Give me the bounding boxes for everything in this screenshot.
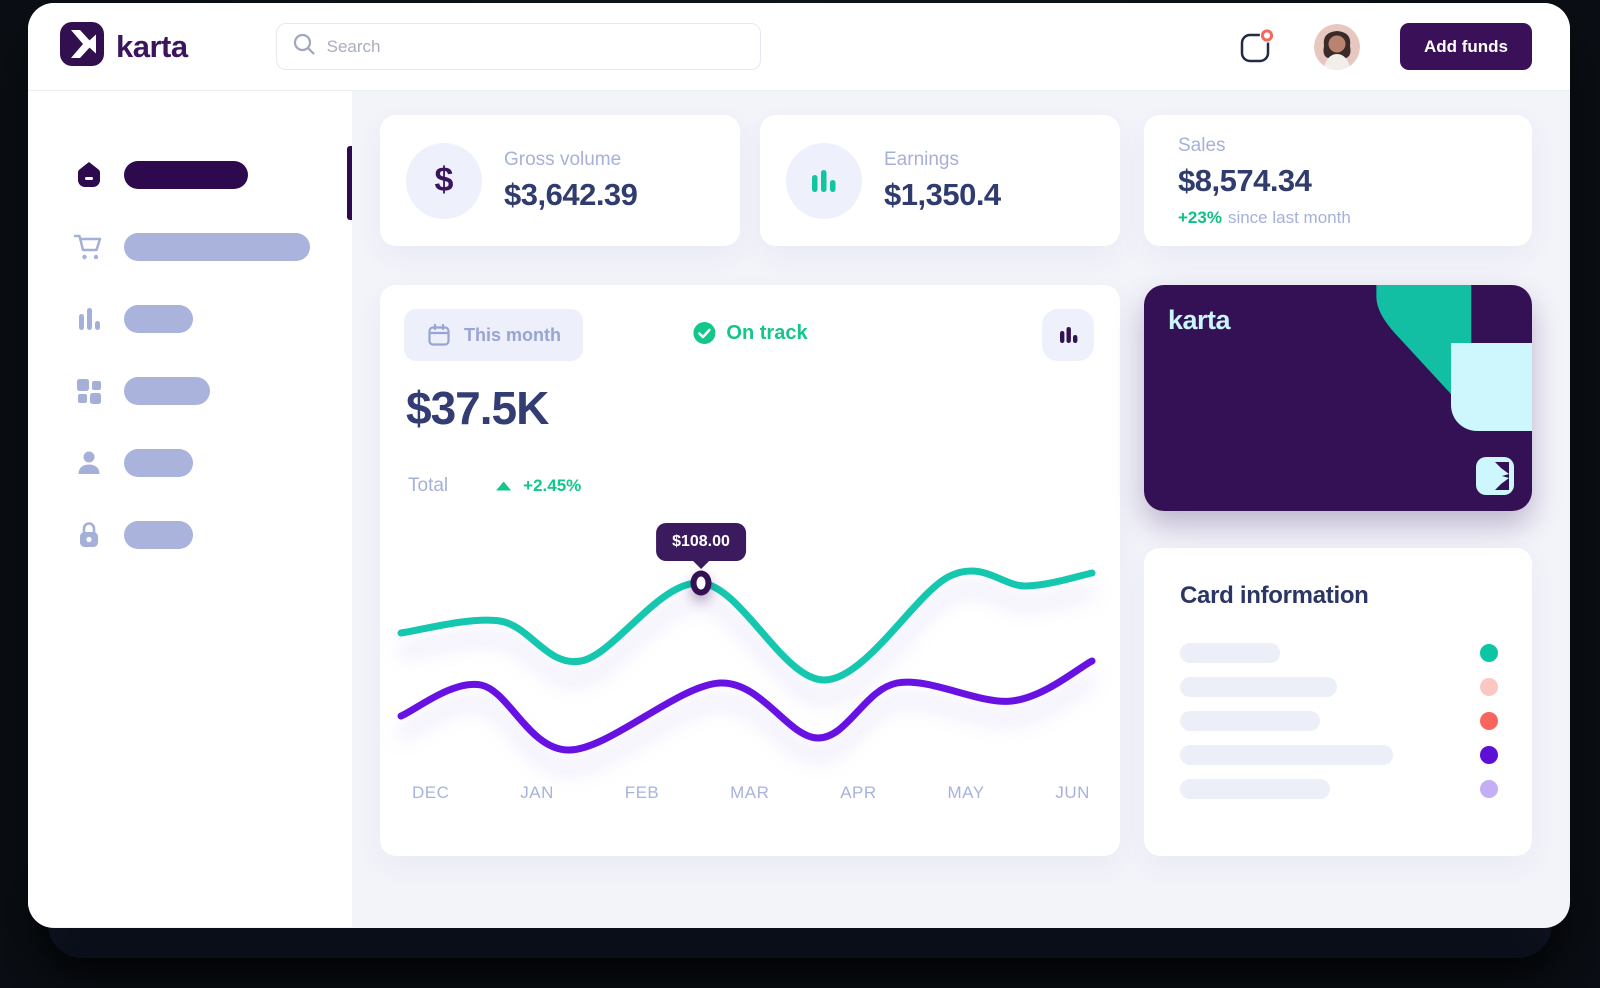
x-axis-label: APR xyxy=(840,783,877,802)
card-info-row xyxy=(1180,670,1498,704)
period-label: This month xyxy=(464,324,561,345)
period-selector[interactable]: This month xyxy=(404,309,583,361)
card-info-row xyxy=(1180,636,1498,670)
x-axis-label: MAY xyxy=(947,783,985,802)
sidebar-item-customers[interactable] xyxy=(72,427,352,499)
x-axis-label: JUN xyxy=(1055,783,1090,802)
sidebar-item-analytics[interactable] xyxy=(72,283,352,355)
top-bar: karta xyxy=(28,3,1570,91)
bar-chart-icon xyxy=(786,142,862,219)
stat-label: Sales xyxy=(1178,135,1226,156)
info-skeleton-bar xyxy=(1180,677,1337,697)
nav-label-skeleton xyxy=(124,449,193,477)
chart-tooltip: $108.00 xyxy=(656,523,746,561)
main-content: $ Gross volume $3,642.39 xyxy=(352,91,1570,927)
chart-type-button[interactable] xyxy=(1042,309,1094,361)
x-axis-label: DEC xyxy=(412,783,450,802)
nav-label-skeleton xyxy=(124,161,248,189)
sidebar-item-apps[interactable] xyxy=(72,355,352,427)
card-information-panel: Card information xyxy=(1144,548,1532,856)
panel-title: Card information xyxy=(1180,582,1369,609)
cart-icon xyxy=(72,230,106,264)
info-skeleton-bar xyxy=(1180,643,1280,663)
nav-label-skeleton xyxy=(124,377,210,405)
active-nav-indicator xyxy=(347,146,352,220)
nav-label-skeleton xyxy=(124,233,310,261)
grid-icon xyxy=(72,374,106,408)
x-axis-labels: DEC JAN FEB MAR APR MAY JUN xyxy=(412,783,1090,803)
lock-icon xyxy=(72,518,106,552)
brand-name: karta xyxy=(116,28,188,64)
karta-logo-icon xyxy=(60,22,104,71)
search-icon xyxy=(291,31,317,62)
status-dot xyxy=(1480,780,1498,798)
karta-logo-icon xyxy=(1476,457,1514,495)
sidebar-item-orders[interactable] xyxy=(72,211,352,283)
notification-square-icon xyxy=(1240,27,1275,62)
check-circle-icon xyxy=(693,322,716,344)
stat-value: $3,642.39 xyxy=(504,176,638,212)
volume-chart-card: This month On track xyxy=(380,285,1120,856)
nav-label-skeleton xyxy=(124,305,193,333)
info-skeleton-bar xyxy=(1180,745,1393,765)
sidebar-item-home[interactable] xyxy=(72,139,352,211)
delta-note: since last month xyxy=(1227,208,1351,227)
stat-label: Earnings xyxy=(884,148,959,170)
x-axis-label: JAN xyxy=(520,783,554,802)
info-skeleton-bar xyxy=(1180,711,1320,731)
gross-volume-line xyxy=(397,567,1096,684)
stat-value: $8,574.34 xyxy=(1178,163,1312,198)
card-brand-name: karta xyxy=(1168,305,1231,335)
search-bar[interactable] xyxy=(275,23,761,70)
delta-value: +23% xyxy=(1178,208,1222,227)
sales-delta: +23% since last month xyxy=(1178,208,1498,228)
status-dot xyxy=(1480,678,1498,696)
bar-chart-icon xyxy=(1060,327,1078,343)
add-funds-button[interactable]: Add funds xyxy=(1399,23,1532,70)
card-ribbon-graphic xyxy=(1376,285,1472,416)
status-badge: On track xyxy=(692,321,808,345)
notifications-button[interactable] xyxy=(1234,25,1278,69)
status-dot xyxy=(1480,746,1498,764)
card-info-row xyxy=(1180,738,1498,772)
card-accent-tab xyxy=(1451,343,1532,431)
trend-up-icon xyxy=(496,481,512,491)
brand-logo[interactable]: karta xyxy=(60,22,188,71)
chart-delta: +2.45% xyxy=(523,476,582,495)
search-input[interactable] xyxy=(326,36,746,57)
status-dot xyxy=(1480,712,1498,730)
sidebar-item-security[interactable] xyxy=(72,499,352,571)
calendar-icon xyxy=(428,323,450,346)
x-axis-label: FEB xyxy=(624,783,660,802)
topbar-actions: Add funds xyxy=(1234,23,1532,70)
sales-card: Sales $8,574.34 +23% since last month xyxy=(1144,115,1532,246)
chart-total-caption: Total xyxy=(408,475,449,496)
app-window: karta xyxy=(28,3,1570,928)
home-icon xyxy=(72,158,106,192)
x-axis-label: MAR xyxy=(730,783,770,802)
info-skeleton-bar xyxy=(1180,779,1330,799)
net-volume-line xyxy=(397,657,1096,754)
card-info-row xyxy=(1180,704,1498,738)
card-info-rows xyxy=(1180,636,1498,806)
chart-total-value: $37.5K xyxy=(406,382,549,434)
stat-value: $1,350.4 xyxy=(884,176,1001,212)
card-info-row xyxy=(1180,772,1498,806)
user-icon xyxy=(72,446,106,480)
line-chart xyxy=(397,567,1096,754)
status-dot xyxy=(1480,644,1498,662)
nav-label-skeleton xyxy=(124,521,193,549)
sidebar xyxy=(28,91,352,927)
karta-bank-card[interactable]: karta xyxy=(1144,285,1532,511)
earnings-card: Earnings $1,350.4 xyxy=(760,115,1120,246)
user-avatar[interactable] xyxy=(1313,23,1360,70)
gross-volume-card: $ Gross volume $3,642.39 xyxy=(380,115,740,246)
bar-chart-icon xyxy=(72,302,106,336)
stat-label: Gross volume xyxy=(504,148,622,170)
dollar-icon: $ xyxy=(406,142,482,219)
chart-highlight-marker[interactable] xyxy=(690,570,712,596)
status-label: On track xyxy=(726,321,808,344)
